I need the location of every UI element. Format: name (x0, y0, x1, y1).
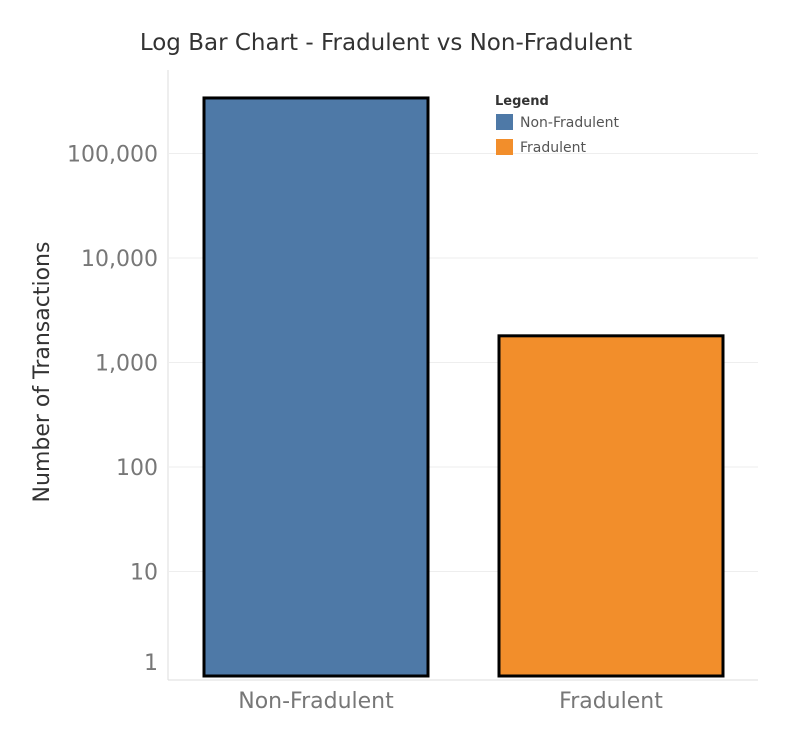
x-axis-categories: Non-Fradulent Fradulent (238, 689, 663, 714)
y-axis-label: Number of Transactions (30, 242, 55, 503)
chart-title: Log Bar Chart - Fradulent vs Non-Fradule… (140, 30, 632, 56)
y-tick-label: 1 (144, 651, 158, 676)
bar-fradulent (497, 334, 725, 678)
y-tick-label: 1,000 (95, 352, 158, 377)
legend-items: Non-Fradulent Fradulent (496, 114, 619, 156)
legend-item-label: Non-Fradulent (520, 115, 619, 131)
y-tick-label: 100,000 (67, 143, 158, 168)
legend-swatch (496, 139, 513, 155)
x-category-label: Fradulent (559, 689, 663, 714)
x-category-label: Non-Fradulent (238, 689, 394, 714)
y-axis-ticks: 1 10 100 1,000 10,000 100,000 (67, 143, 158, 677)
y-tick-label: 100 (116, 456, 158, 481)
legend-item-label: Fradulent (520, 140, 587, 156)
legend: Legend Non-Fradulent Fradulent (495, 94, 619, 156)
bar-non-fradulent (202, 96, 430, 678)
legend-swatch (496, 114, 513, 130)
y-tick-label: 10 (130, 561, 158, 586)
legend-title: Legend (495, 94, 549, 109)
y-tick-label: 10,000 (81, 247, 158, 272)
bars (202, 96, 725, 678)
